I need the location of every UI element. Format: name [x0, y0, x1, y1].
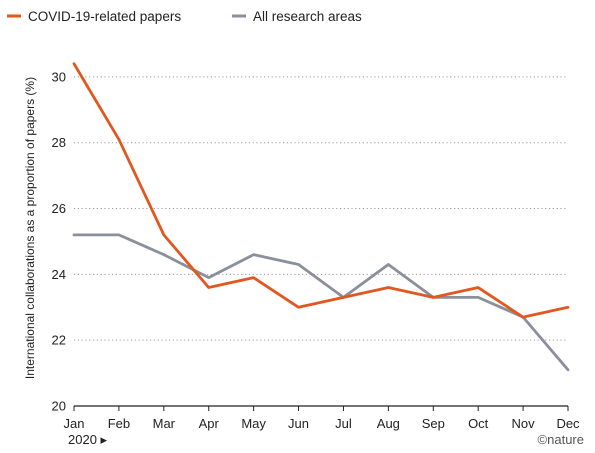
y-tick-label: 30 — [52, 69, 66, 84]
x-tick-label: Nov — [512, 416, 536, 431]
legend-label: COVID-19-related papers — [28, 9, 181, 24]
series-line-covid-19-related-papers — [72, 62, 570, 319]
gridlines — [74, 76, 568, 341]
x-tick-label: Jun — [288, 416, 309, 431]
x-tick-label: Apr — [199, 416, 220, 431]
legend-label: All research areas — [253, 9, 362, 24]
x-tick-label: May — [241, 416, 266, 431]
y-tick-label: 24 — [52, 267, 66, 282]
legend: COVID-19-related papers All research area… — [7, 9, 362, 24]
x-tick-label: Aug — [377, 416, 400, 431]
x-tick-label: Feb — [108, 416, 130, 431]
x-axis-tick-labels: Jan Feb Mar Apr May Jun Jul Aug Sep Oct Nov Dec — [64, 416, 581, 431]
x-tick-label: Dec — [556, 416, 580, 431]
x-axis — [73, 405, 569, 411]
series-lines — [72, 62, 570, 372]
y-tick-label: 28 — [52, 135, 66, 150]
series-line-all-research-areas — [72, 233, 570, 372]
y-axis-tick-labels: 20 22 24 26 28 30 — [52, 69, 66, 413]
y-tick-label: 22 — [52, 333, 66, 348]
x-tick-label: Mar — [153, 416, 176, 431]
x-axis-year-label: 2020 ▸ — [68, 432, 108, 447]
y-axis-label: International collaborations as a propor… — [23, 77, 37, 379]
x-tick-label: Oct — [468, 416, 489, 431]
y-tick-label: 20 — [52, 399, 66, 414]
x-tick-label: Sep — [422, 416, 445, 431]
x-tick-label: Jul — [335, 416, 352, 431]
y-tick-label: 26 — [52, 201, 66, 216]
nature-credit: ©nature — [538, 432, 584, 447]
x-tick-label: Jan — [64, 416, 85, 431]
